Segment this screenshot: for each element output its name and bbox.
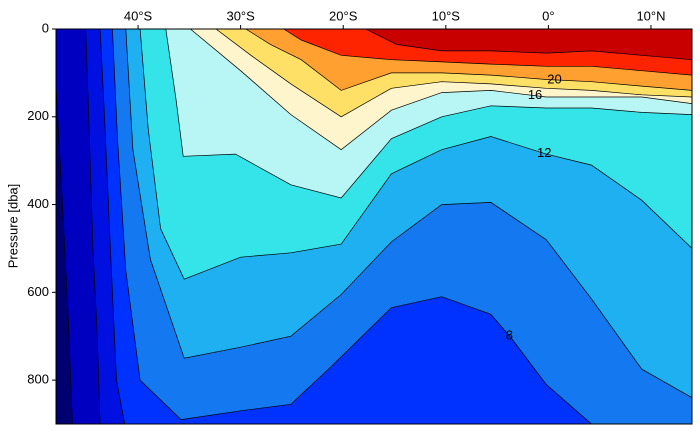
contour-line	[245, 29, 692, 91]
contour-line	[125, 29, 692, 399]
contour-label: 16	[528, 87, 542, 102]
plot-area	[56, 29, 692, 424]
contour-line	[365, 29, 692, 61]
x-tick-label: 10°N	[636, 8, 665, 23]
plot-frame	[55, 28, 693, 425]
x-tick-label: 30°S	[226, 8, 255, 23]
x-tick-label: 0°	[542, 8, 554, 23]
contour-line	[165, 29, 692, 199]
contour-line	[283, 29, 692, 76]
y-tick-label: 600	[27, 284, 49, 299]
x-tick-label: 40°S	[124, 8, 153, 23]
y-tick-label: 400	[27, 196, 49, 211]
contour-band	[365, 29, 692, 60]
y-tick-label: 0	[42, 20, 49, 35]
contour-line	[190, 29, 692, 151]
contour-line	[85, 29, 101, 424]
y-tick-label: 800	[27, 372, 49, 387]
contour-label: 8	[506, 327, 513, 342]
y-tick-label: 200	[27, 108, 49, 123]
contour-line	[56, 83, 73, 424]
x-tick-label: 20°S	[329, 8, 358, 23]
contour-line	[99, 29, 126, 424]
contour-label: 12	[537, 145, 551, 160]
contour-label: 20	[547, 71, 561, 86]
x-tick-label: 10°S	[432, 8, 461, 23]
y-axis-label: Pressure [dba]	[5, 184, 20, 269]
contour-line	[112, 29, 592, 424]
contour-line	[215, 29, 692, 118]
contour-line	[139, 29, 692, 280]
